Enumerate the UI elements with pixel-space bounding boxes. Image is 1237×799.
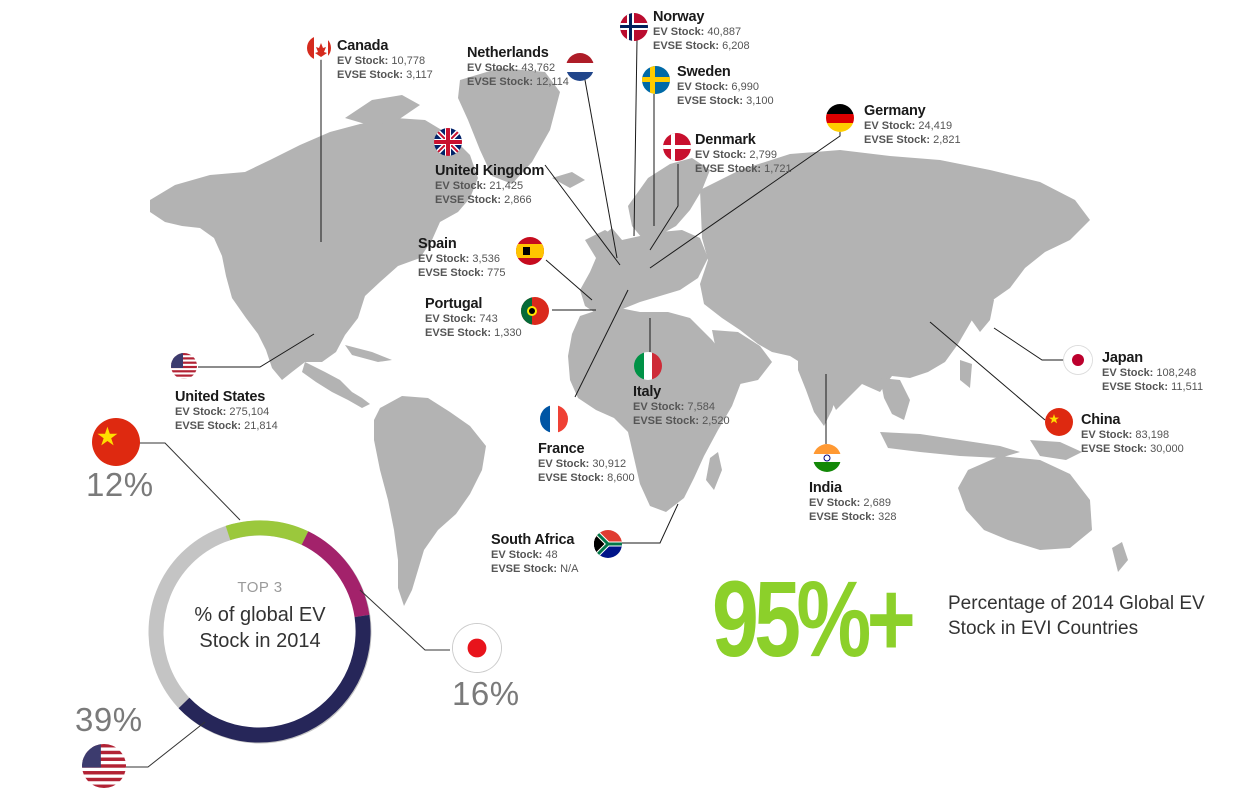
greenland-shape (458, 68, 560, 184)
iceland-shape (552, 172, 585, 188)
india-label: India EV Stock: 2,689 EVSE Stock: 328 (809, 480, 897, 523)
country-name: France (538, 441, 585, 457)
norway-flag-icon (620, 13, 648, 41)
arctic-islands-shape (345, 95, 420, 126)
spain-flag-icon (516, 237, 544, 265)
donut-china-flag-icon (92, 418, 140, 466)
uk-flag-icon (434, 128, 462, 156)
china-flag-icon (1045, 408, 1073, 436)
country-name: United Kingdom (435, 163, 545, 179)
country-name: Spain (418, 236, 457, 252)
caribbean-shape (345, 345, 392, 362)
country-name: South Africa (491, 532, 575, 548)
uk-label: United Kingdom EV Stock: 21,425 EVSE Sto… (435, 163, 545, 206)
country-name: Portugal (425, 296, 483, 312)
india-flag-icon (813, 444, 841, 472)
headline-caption: Percentage of 2014 Global EV Stock in EV… (948, 593, 1205, 639)
donut-chart (148, 520, 372, 744)
country-name: Norway (653, 9, 705, 25)
country-name: Denmark (695, 132, 756, 148)
central-america-shape (302, 362, 370, 408)
australia-shape (958, 456, 1092, 550)
denmark-label: Denmark EV Stock: 2,799 EVSE Stock: 1,72… (695, 132, 792, 175)
europe-shape (580, 230, 708, 316)
sweden-flag-icon (642, 66, 670, 94)
south-america-shape (374, 396, 486, 606)
denmark-flag-icon (663, 133, 691, 161)
indonesia-shape (880, 432, 1020, 458)
donut-caption: % of global EV Stock in 2014 (194, 604, 326, 652)
philippines-shape (960, 360, 972, 388)
arabia-shape (712, 330, 772, 384)
japan-flag-icon (1064, 346, 1092, 374)
portugal-label: Portugal EV Stock: 743 EVSE Stock: 1,330 (425, 296, 522, 339)
country-name: China (1081, 412, 1121, 428)
canada-flag-icon (307, 36, 331, 60)
france-label: France EV Stock: 30,912 EVSE Stock: 8,60… (538, 441, 635, 484)
scandinavia-shape (628, 158, 710, 238)
donut-us-flag-icon (82, 744, 126, 788)
italy-flag-icon (634, 352, 662, 380)
africa-shape (568, 306, 742, 512)
china-label: China EV Stock: 83,198 EVSE Stock: 30,00… (1081, 412, 1184, 455)
sweden-label: Sweden EV Stock: 6,990 EVSE Stock: 3,100 (677, 64, 774, 107)
country-name: Netherlands (467, 45, 549, 61)
country-name: Japan (1102, 350, 1143, 366)
portugal-flag-icon (521, 297, 549, 325)
country-name: Germany (864, 103, 926, 119)
france-flag-icon (540, 405, 568, 433)
continents (150, 68, 1128, 606)
madagascar-shape (706, 452, 722, 490)
donut-china-percent: 12% (86, 466, 154, 503)
leader-lines (198, 39, 1065, 544)
new-zealand-shape (1112, 542, 1128, 572)
netherlands-flag-icon (566, 53, 594, 81)
south-africa-flag-icon (594, 530, 622, 558)
donut-segment-japan (301, 531, 370, 618)
donut-segment-china (225, 520, 309, 545)
italy-label: Italy EV Stock: 7,584 EVSE Stock: 2,520 (633, 384, 730, 427)
north-america-shape (150, 118, 478, 380)
donut-japan-flag-icon (453, 624, 501, 672)
country-name: United States (175, 389, 266, 405)
spain-label: Spain EV Stock: 3,536 EVSE Stock: 775 (418, 236, 506, 279)
country-name: India (809, 480, 842, 496)
asia-shape (700, 150, 1090, 410)
country-name: Sweden (677, 64, 731, 80)
new-guinea-shape (1030, 440, 1082, 460)
usa-flag-icon (171, 353, 197, 379)
norway-label: Norway EV Stock: 40,887 EVSE Stock: 6,20… (653, 9, 750, 52)
donut-us-percent: 39% (75, 701, 143, 738)
netherlands-label: Netherlands EV Stock: 43,762 EVSE Stock:… (467, 45, 569, 88)
donut-top3-label: TOP 3 (237, 579, 283, 596)
donut-segment-us (178, 614, 371, 743)
usa-label: United States EV Stock: 275,104 EVSE Sto… (175, 389, 278, 432)
uk-shape (598, 228, 622, 266)
donut-japan-percent: 16% (452, 675, 520, 712)
country-name: Canada (337, 38, 389, 54)
country-name: Italy (633, 384, 662, 400)
india-shape (798, 346, 846, 426)
south-africa-label: South Africa EV Stock: 48 EVSE Stock: N/… (491, 532, 579, 575)
se-asia-shape (880, 378, 910, 420)
canada-label: Canada EV Stock: 10,778 EVSE Stock: 3,11… (337, 38, 433, 81)
germany-flag-icon (826, 104, 854, 132)
japan-label: Japan EV Stock: 108,248 EVSE Stock: 11,5… (1102, 350, 1204, 393)
japan-shape (970, 288, 994, 332)
germany-label: Germany EV Stock: 24,419 EVSE Stock: 2,8… (864, 103, 961, 146)
headline-value: 95%+ (712, 558, 916, 679)
